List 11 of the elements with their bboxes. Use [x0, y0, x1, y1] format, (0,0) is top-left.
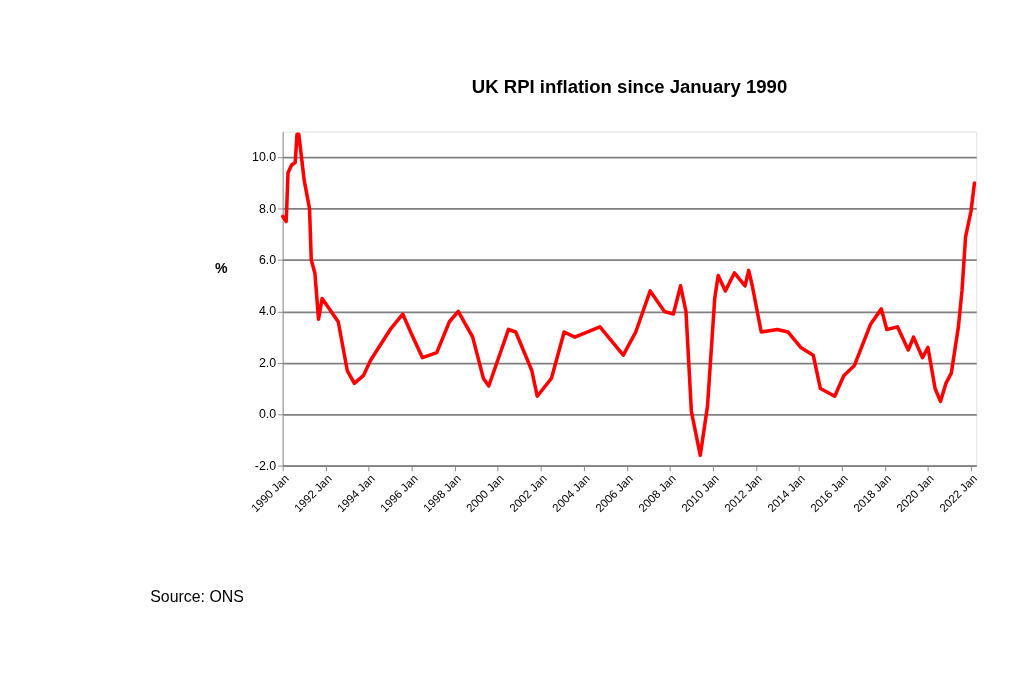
y-tick-label: -2.0 — [254, 458, 277, 473]
y-tick-label: 6.0 — [258, 253, 277, 268]
y-tick-label: 10.0 — [252, 150, 277, 165]
y-axis-title: % — [215, 260, 229, 277]
y-tick-label: 8.0 — [258, 201, 277, 216]
source-note: Source: ONS — [150, 587, 244, 605]
line-series — [280, 132, 977, 458]
chart-title: UK RPI inflation since January 1990 — [471, 75, 788, 97]
y-tick-label: 0.0 — [258, 407, 277, 422]
y-tick-label: 4.0 — [258, 304, 277, 319]
y-tick-label: 2.0 — [258, 355, 277, 370]
